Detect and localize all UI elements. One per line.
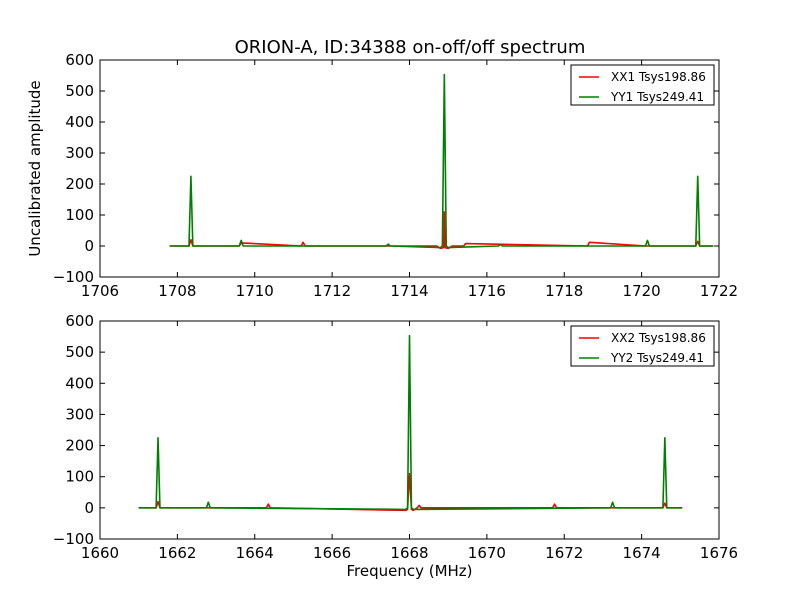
y-tick-label: 0 <box>84 499 94 517</box>
x-axis-label: Frequency (MHz) <box>346 562 472 580</box>
legend-box <box>570 64 715 106</box>
series-line-1 <box>169 211 714 250</box>
y-tick-label: 100 <box>65 468 94 486</box>
x-tick-label: 1706 <box>81 282 119 300</box>
x-tick-label: 1720 <box>623 282 661 300</box>
y-tick-label: 200 <box>65 437 94 455</box>
figure-title: ORION-A, ID:34388 on-off/off spectrum <box>235 37 586 58</box>
x-tick-label: 1708 <box>158 282 196 300</box>
x-tick-label: 1718 <box>545 282 583 300</box>
legend-label-2: YY1 Tsys249.41 <box>610 90 704 104</box>
top-panel: 1706 1708 1710 1712 1714 1716 1718 1720 1722 −100… <box>26 51 738 300</box>
x-tick-label: 1666 <box>313 544 351 562</box>
legend: XX1 Tsys198.86 YY1 Tsys249.41 <box>570 64 715 106</box>
x-tick-label: 1672 <box>545 544 583 562</box>
legend-box <box>570 325 715 367</box>
y-tick-label: −100 <box>53 268 94 286</box>
x-tick-label: 1662 <box>158 544 196 562</box>
x-tick-label: 1716 <box>468 282 506 300</box>
x-tick-label: 1722 <box>700 282 738 300</box>
y-tick-label: 100 <box>65 206 94 224</box>
series-line-2 <box>138 334 683 511</box>
y-tick-label: 600 <box>65 312 94 330</box>
y-axis-label: Uncalibrated amplitude <box>26 80 44 256</box>
y-tick-label: 600 <box>65 51 94 69</box>
x-tick-label: 1710 <box>236 282 274 300</box>
x-tick-label: 1714 <box>390 282 428 300</box>
y-tick-label: 300 <box>65 144 94 162</box>
y-tick-label: 200 <box>65 175 94 193</box>
x-tick-label: 1674 <box>623 544 661 562</box>
y-tick-label: 500 <box>65 82 94 100</box>
y-tick-label: 400 <box>65 113 94 131</box>
y-tick-label: 500 <box>65 343 94 361</box>
legend-label-1: XX1 Tsys198.86 <box>611 70 706 84</box>
x-tick-label: 1676 <box>700 544 738 562</box>
x-tick-label: 1712 <box>313 282 351 300</box>
x-tick-label: 1668 <box>390 544 428 562</box>
y-tick-label: −100 <box>53 530 94 548</box>
legend-label-1: XX2 Tsys198.86 <box>611 331 706 345</box>
bottom-panel: 1660 1662 1664 1666 1668 1670 1672 1674 1676 −100… <box>53 312 738 580</box>
legend: XX2 Tsys198.86 YY2 Tsys249.41 <box>570 325 715 367</box>
y-tick-label: 300 <box>65 405 94 423</box>
legend-label-2: YY2 Tsys249.41 <box>610 351 704 365</box>
series-line-2 <box>169 73 714 249</box>
y-tick-label: 0 <box>84 237 94 255</box>
y-tick-label: 400 <box>65 374 94 392</box>
x-tick-label: 1670 <box>468 544 506 562</box>
x-tick-label: 1664 <box>236 544 274 562</box>
x-tick-label: 1660 <box>81 544 119 562</box>
